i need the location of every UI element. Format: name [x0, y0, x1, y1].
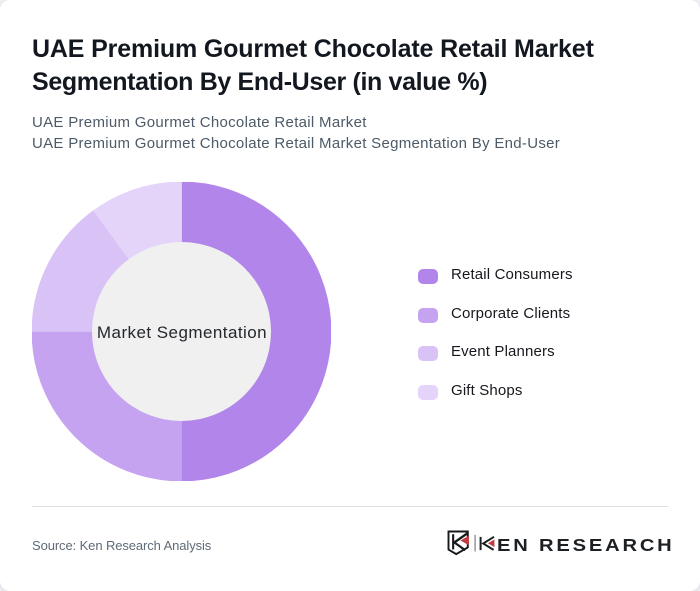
svg-text:EN RESEARCH: EN RESEARCH	[497, 536, 674, 556]
